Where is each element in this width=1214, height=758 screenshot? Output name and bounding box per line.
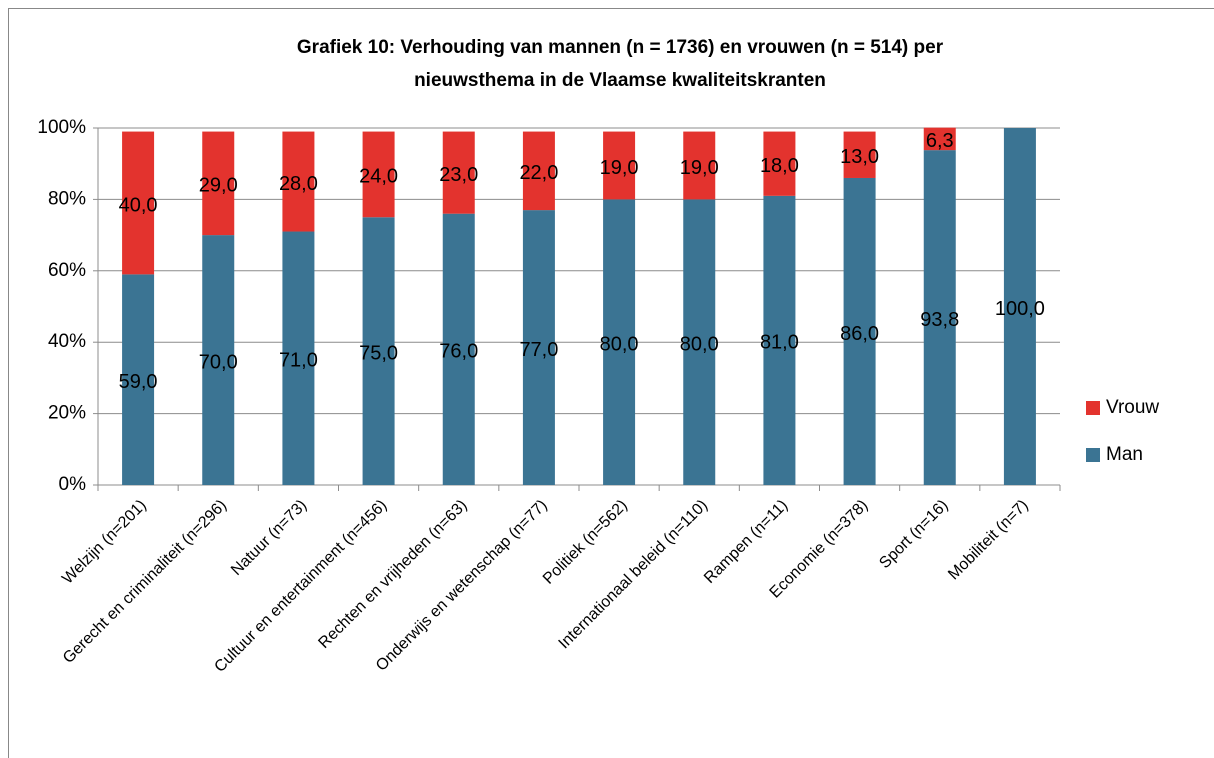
- bar-segment: [522, 210, 555, 486]
- bar-segment: [522, 131, 555, 211]
- chart-title: Grafiek 10: Verhouding van mannen (n = 1…: [297, 37, 944, 58]
- legend-label: Man: [1106, 444, 1143, 465]
- data-label: 76,0: [439, 341, 478, 363]
- bar-segment: [763, 195, 796, 485]
- bar-segment: [122, 131, 155, 275]
- data-label: 23,0: [439, 164, 478, 186]
- bar-segment: [843, 131, 876, 178]
- data-label: 59,0: [119, 371, 158, 393]
- y-tick-label: 100%: [37, 117, 86, 138]
- bar-segment: [202, 235, 235, 485]
- bar-segment: [282, 231, 315, 485]
- bar-segment: [683, 199, 716, 485]
- bar-segment: [603, 199, 636, 485]
- y-tick-label: 0%: [59, 474, 87, 495]
- bar-segment: [683, 131, 716, 200]
- bar-segment: [202, 131, 235, 236]
- bar-segment: [603, 131, 636, 200]
- data-label: 77,0: [519, 339, 558, 361]
- y-tick-label: 40%: [48, 331, 86, 352]
- data-label: 24,0: [359, 166, 398, 188]
- legend-swatch: [1086, 448, 1100, 462]
- data-label: 71,0: [279, 350, 318, 372]
- bar-segment: [923, 150, 956, 485]
- legend-label: Vrouw: [1106, 397, 1159, 418]
- chart-title: nieuwsthema in de Vlaamse kwaliteitskran…: [414, 70, 826, 91]
- data-label: 6,3: [926, 130, 954, 152]
- data-label: 40,0: [119, 194, 158, 216]
- bar-segment: [442, 131, 475, 214]
- y-tick-label: 60%: [48, 260, 86, 281]
- data-label: 19,0: [680, 157, 719, 179]
- data-label: 29,0: [199, 175, 238, 197]
- data-label: 28,0: [279, 173, 318, 195]
- bar-segment: [843, 177, 876, 486]
- bar-segment: [122, 274, 155, 485]
- bar-segment: [923, 127, 956, 151]
- bar-segment: [442, 213, 475, 485]
- bar-segment: [763, 131, 796, 196]
- data-label: 19,0: [600, 157, 639, 179]
- data-label: 100,0: [995, 298, 1045, 320]
- data-label: 80,0: [600, 333, 639, 355]
- bar-segment: [1003, 128, 1036, 485]
- y-tick-label: 80%: [48, 188, 86, 209]
- data-label: 80,0: [680, 333, 719, 355]
- data-label: 70,0: [199, 351, 238, 373]
- data-label: 18,0: [760, 155, 799, 177]
- bar-segment: [282, 131, 315, 232]
- data-label: 81,0: [760, 332, 799, 354]
- data-label: 93,8: [920, 309, 959, 331]
- data-label: 22,0: [519, 162, 558, 184]
- data-label: 13,0: [840, 146, 879, 168]
- data-label: 86,0: [840, 323, 879, 345]
- bar-segment: [362, 217, 395, 485]
- data-label: 75,0: [359, 342, 398, 364]
- y-tick-label: 20%: [48, 403, 86, 424]
- legend-swatch: [1086, 401, 1100, 415]
- bar-segment: [362, 131, 395, 218]
